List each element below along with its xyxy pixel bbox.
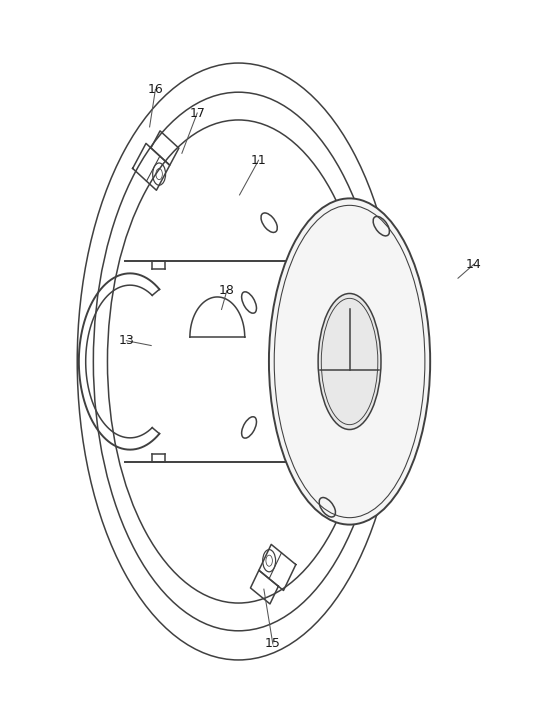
Text: 16: 16 [148, 83, 163, 96]
Text: 17: 17 [190, 106, 205, 119]
Text: 15: 15 [265, 638, 281, 651]
Text: 11: 11 [251, 154, 267, 167]
Text: 14: 14 [466, 258, 482, 271]
Text: 13: 13 [118, 334, 134, 347]
Ellipse shape [318, 294, 381, 429]
Ellipse shape [269, 198, 430, 525]
Text: 18: 18 [219, 284, 235, 297]
